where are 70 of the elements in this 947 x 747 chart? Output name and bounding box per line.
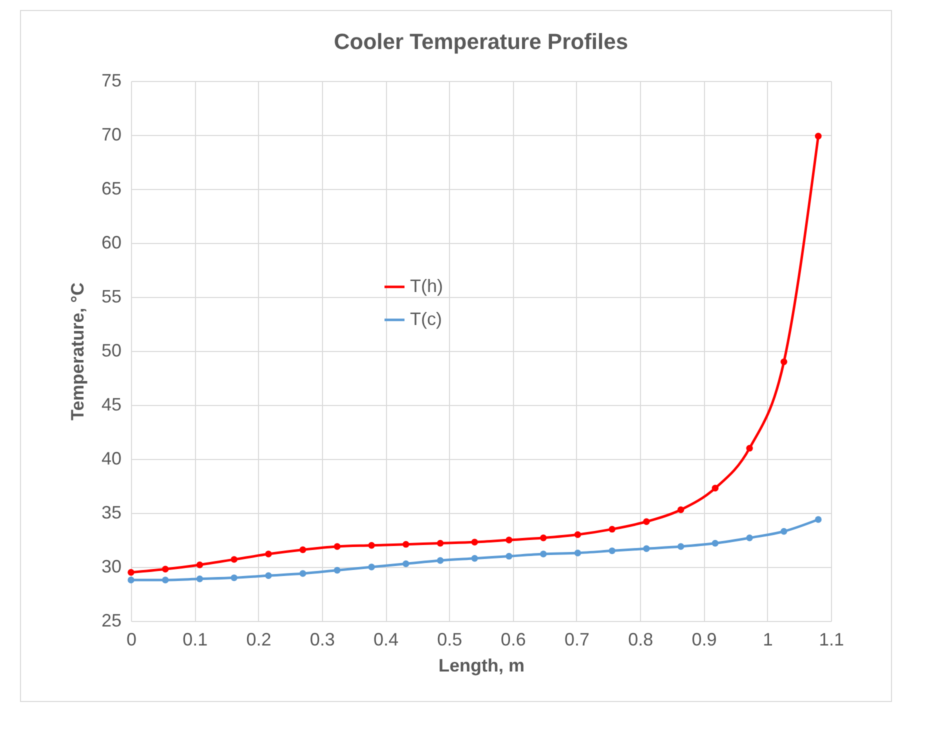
x-tick-label: 0 [126,630,137,650]
y-axis-title: Temperature, °C [67,282,88,420]
x-tick-label: 0.2 [246,630,272,650]
point [265,572,272,579]
y-tick-label: 40 [101,448,122,468]
point [780,358,788,366]
point [230,556,238,563]
x-tick-label: 0.9 [692,630,717,650]
y-tick-label: 60 [101,232,122,252]
point [402,560,410,568]
y-tick-label: 45 [101,394,122,414]
point [814,516,822,523]
point [128,576,134,584]
point [814,132,822,140]
point [196,576,204,582]
point [265,550,272,558]
x-tick-label: 0.3 [310,630,335,650]
y-tick-label: 30 [101,556,122,576]
chart-title: Cooler Temperature Profiles [334,29,628,54]
point [643,545,650,552]
point [540,550,547,558]
legend-label: T(h) [410,276,443,296]
point [402,540,410,548]
point [746,444,753,452]
x-tick-label: 1 [762,630,773,650]
point [196,561,204,568]
x-tick-label: 0.5 [437,630,462,650]
x-tick-label: 0.7 [564,630,590,650]
point [471,555,478,562]
point [162,576,169,584]
point [677,506,684,514]
legend-label: T(c) [410,308,442,329]
point [746,534,753,542]
point [436,540,444,547]
x-axis-title: Length, m [438,656,524,676]
y-tick-label: 25 [101,610,122,630]
point [299,546,306,554]
point [574,550,582,556]
y-tick-label: 70 [101,124,122,144]
y-tick-label: 65 [101,178,122,198]
point [368,542,375,549]
point [230,574,238,582]
point [643,518,650,525]
point [436,557,444,564]
x-tick-label: 0.4 [374,630,399,650]
point [128,569,134,576]
x-tick-label: 0.1 [182,630,208,650]
point [162,566,169,573]
point [677,543,684,550]
point [608,547,616,554]
point [540,534,547,542]
point [299,570,306,577]
point [506,536,512,544]
x-tick-label: 0.8 [628,630,654,650]
y-tick-label: 75 [101,70,122,90]
y-tick-label: 35 [101,502,122,522]
point [334,566,341,574]
point [368,564,375,570]
point [334,543,341,550]
point [780,528,788,535]
x-tick-label: 1.1 [818,630,844,650]
point [506,552,512,560]
point [712,540,719,547]
y-tick-label: 55 [101,286,122,306]
point [574,531,582,538]
x-tick-label: 0.6 [500,630,526,650]
point [712,484,719,492]
y-tick-label: 50 [101,340,122,360]
point [471,538,478,546]
point [608,526,616,533]
